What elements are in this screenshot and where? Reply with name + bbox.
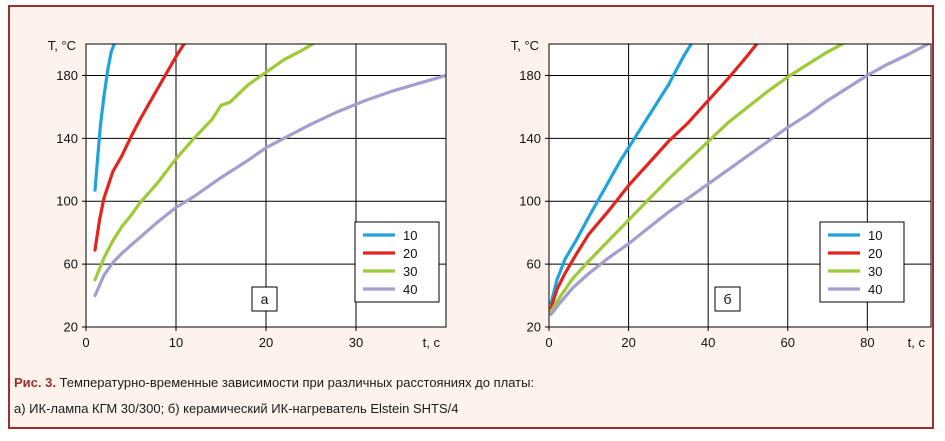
panel-label-box	[714, 286, 741, 312]
x-tick-label: 40	[701, 335, 715, 350]
legend: 10 20 30 40	[354, 221, 440, 303]
series-line-40	[549, 44, 931, 316]
legend-label-30: 30	[403, 264, 417, 279]
panel-label-box	[251, 286, 278, 312]
panel-label: б	[723, 291, 731, 307]
x-tick-label: 20	[259, 335, 273, 350]
x-tick-label: 10	[169, 335, 183, 350]
y-tick-label: 20	[64, 320, 78, 335]
figure-caption-line1: Рис. 3. Температурно-временные зависимос…	[14, 375, 534, 390]
figure-caption-line2: а) ИК-лампа КГМ 30/300; б) керамический …	[14, 401, 459, 416]
figure-label: Рис. 3.	[14, 375, 56, 390]
y-tick-label: 140	[519, 131, 541, 146]
y-axis-label: T, °C	[511, 38, 539, 53]
series-line-30	[93, 44, 316, 282]
y-tick-label: 140	[56, 131, 78, 146]
y-axis-label: T, °C	[48, 38, 76, 53]
series-line-10	[93, 44, 116, 192]
x-tick-label: 0	[82, 335, 89, 350]
legend-label-20: 20	[868, 246, 882, 261]
x-tick-label: 60	[781, 335, 795, 350]
x-axis-label: t, c	[908, 335, 926, 350]
legend-label-40: 40	[868, 282, 882, 297]
y-tick-label: 20	[527, 320, 541, 335]
chart-a: 20 60 100 140 180 0 10 20 30 T, °C t, c 10 20 30 40 а	[48, 38, 447, 350]
legend-label-10: 10	[403, 228, 417, 243]
y-tick-label: 60	[527, 257, 541, 272]
x-axis-label: t, c	[423, 335, 441, 350]
series-line-10	[549, 44, 694, 305]
x-tick-label: 30	[349, 335, 363, 350]
legend-label-30: 30	[868, 264, 882, 279]
x-tick-label: 20	[621, 335, 635, 350]
y-tick-label: 180	[56, 68, 78, 83]
x-tick-label: 0	[545, 335, 552, 350]
legend-label-20: 20	[403, 246, 417, 261]
series-group	[93, 44, 446, 298]
panel-label: а	[261, 291, 269, 307]
series-group	[549, 44, 931, 316]
legend: 10 20 30 40	[819, 221, 905, 303]
y-tick-label: 100	[519, 194, 541, 209]
series-line-40	[93, 73, 446, 298]
legend-label-40: 40	[403, 282, 417, 297]
series-line-20	[93, 44, 186, 252]
y-tick-label: 100	[56, 194, 78, 209]
y-tick-label: 60	[64, 257, 78, 272]
y-tick-label: 180	[519, 68, 541, 83]
series-line-20	[549, 44, 759, 310]
legend-label-10: 10	[868, 228, 882, 243]
chart-b: 20 60 100 140 180 0 20 40 60 80 T, °C t, c 10 20 30 40 б	[511, 38, 932, 350]
caption-text-1: Температурно-временные зависимости при р…	[55, 375, 535, 390]
plot-frame	[548, 43, 932, 328]
x-tick-label: 80	[860, 335, 874, 350]
series-line-30	[549, 44, 846, 313]
